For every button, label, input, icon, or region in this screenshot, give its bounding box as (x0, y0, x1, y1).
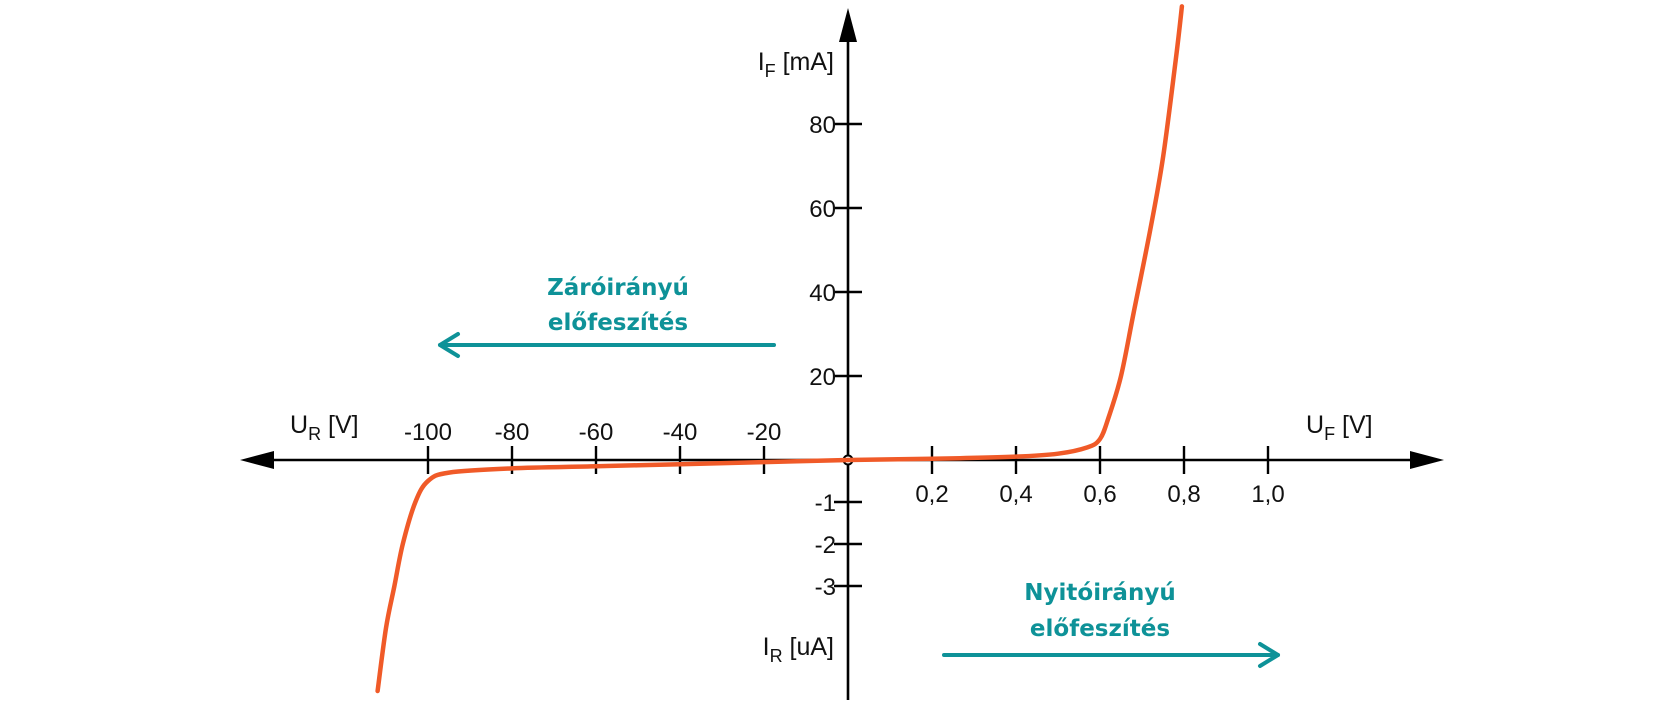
ir-tick-label: -1 (815, 490, 836, 517)
ir-axis-title-unit: [uA] (783, 633, 834, 661)
forward-bias-label-line: előfeszítés (1030, 616, 1170, 642)
axis-titles: IF [mA]IR [uA]UF [V]UR [V] (290, 48, 1373, 666)
annotations: Záróirányú előfeszítés Nyitóirányú előfeszí… (438, 275, 1280, 668)
ticks: 0,2 0,4 0,6 0,8 1,0 -100 -80 -60 -40 -20 20 40 60 80 -… (404, 112, 1285, 601)
reverse-bias-label-line: előfeszítés (548, 310, 688, 336)
ir-axis-title-sub: R (770, 646, 783, 666)
forward-bias-annotation: Nyitóirányú előfeszítés (942, 580, 1280, 668)
reverse-bias-arrow-head (438, 332, 460, 358)
y-axis-top-arrowhead (839, 8, 857, 42)
if-tick-label: 40 (809, 280, 836, 307)
ur-tick-label: -60 (579, 419, 614, 446)
if-tick-label: 60 (809, 196, 836, 223)
x-axis-left-arrowhead (240, 451, 274, 469)
uf-tick-label: 0,2 (915, 481, 948, 508)
uf-tick-label: 0,6 (1083, 481, 1116, 508)
uf-axis-title: UF [V] (1306, 411, 1373, 444)
forward-bias-label-line: Nyitóirányú (1024, 580, 1175, 606)
if-axis-title: IF [mA] (758, 48, 834, 81)
ir-tick-label: -2 (815, 532, 836, 559)
ur-axis-title-unit: [V] (321, 411, 359, 439)
ur-axis-title-main: U (290, 411, 308, 439)
uf-tick-label: 0,4 (999, 481, 1032, 508)
ir-tick-label: -3 (815, 574, 836, 601)
iv-curve (375, 4, 1185, 694)
uf-tick-label: 0,8 (1167, 481, 1200, 508)
ir-axis-title-main: I (763, 633, 770, 661)
x-axis-right-arrowhead (1410, 451, 1444, 469)
uf-axis-title-sub: F (1324, 424, 1335, 444)
uf-axis-title-unit: [V] (1335, 411, 1373, 439)
ur-tick-label: -20 (747, 419, 782, 446)
uf-axis-title-main: U (1306, 411, 1324, 439)
curve-layer (375, 4, 1185, 694)
if-axis-title-main: I (758, 48, 765, 76)
ur-axis-title: UR [V] (290, 411, 359, 444)
ur-tick-label: -40 (663, 419, 698, 446)
if-axis-title-sub: F (765, 61, 776, 81)
ur-axis-title-sub: R (308, 424, 321, 444)
if-tick-label: 20 (809, 364, 836, 391)
reverse-bias-annotation: Záróirányú előfeszítés (438, 275, 776, 358)
ur-tick-label: -100 (404, 419, 452, 446)
ur-tick-label: -80 (495, 419, 530, 446)
if-tick-label: 80 (809, 112, 836, 139)
reverse-bias-label-line: Záróirányú (547, 275, 689, 301)
if-axis-title-unit: [mA] (776, 48, 834, 76)
ir-axis-title: IR [uA] (763, 633, 834, 666)
axes (240, 8, 1444, 700)
uf-tick-label: 1,0 (1251, 481, 1284, 508)
forward-bias-arrow-head (1258, 642, 1280, 668)
